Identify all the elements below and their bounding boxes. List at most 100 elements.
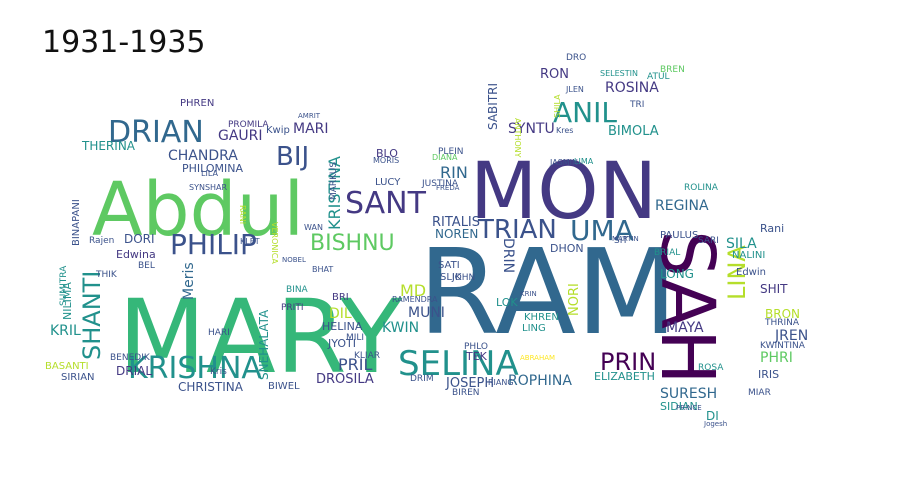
word-wan: WAN (304, 223, 323, 232)
word-synshar: SYNSHAR (189, 183, 228, 192)
word-ramendra: RAMENDRA (392, 295, 438, 304)
word-veronica: VERONICA (270, 222, 279, 264)
word-snehalata: SNEHALATA (257, 309, 271, 380)
word-bri: BRI (332, 292, 349, 303)
word-rani: Rani (760, 222, 784, 235)
word-md: MD (400, 281, 426, 300)
word-philip: PHILIP (170, 228, 257, 261)
word-nilima: NILIMA (61, 282, 74, 320)
word-nori: NORI (567, 283, 582, 316)
word-shit: SHIT (760, 282, 788, 296)
word-noren: NOREN (435, 227, 478, 241)
word-joseph: JOSEPH (445, 376, 494, 391)
word-gauri: GAURI (218, 128, 263, 144)
word-tri: TRI (629, 100, 644, 110)
word-justina: JUSTINA (421, 179, 459, 189)
word-dro: DRO (566, 53, 586, 63)
word-regina: REGINA (655, 198, 709, 214)
word-freda: FREDA (436, 184, 460, 192)
word-shanti: SHANTI (78, 271, 106, 360)
title: 1931-1935 (42, 25, 206, 60)
word-chandra: CHANDRA (168, 148, 238, 164)
word-hari: HARI (208, 328, 230, 338)
word-paulus: PAULUS (660, 230, 698, 241)
word-anthony: ANTHONY (513, 118, 522, 158)
word-rajen: Rajen (89, 236, 114, 246)
word-martin: MARTIN (612, 235, 639, 243)
word-ron: RON (540, 67, 569, 82)
word-bimola: BIMOLA (608, 124, 659, 139)
word-khren: KHREN (524, 312, 559, 323)
word-ling: LING (522, 323, 546, 334)
word-mary: MARY (118, 278, 403, 397)
word-drin: DRIN (500, 238, 516, 273)
word-phlo: PHLO (464, 342, 488, 352)
word-bren: BREN (660, 65, 685, 75)
word-prince: PRINCE (676, 404, 702, 412)
word-markus: MARKUS (329, 162, 339, 200)
word-mari: MARI (293, 121, 329, 137)
word-biwel: BIWEL (268, 381, 300, 392)
word-rosa: ROSA (698, 363, 724, 373)
word-bishnu: BISHNU (310, 231, 395, 256)
word-krishna: KRISHNA (128, 351, 262, 386)
word-rani: RANI (238, 205, 247, 224)
word-uma: UMA (570, 214, 634, 247)
word-riang: RIANG (488, 378, 514, 387)
word-atul: ATUL (647, 72, 670, 82)
word-sumitra: SUMITRA (59, 265, 69, 306)
word-blo: BLO (376, 147, 398, 160)
word-kristina: KRISTINA (325, 156, 344, 230)
word-jlen: JLEN (565, 85, 584, 94)
word-sirian: SIRIAN (61, 372, 95, 383)
word-thik: THIK (95, 270, 118, 280)
word-thrina: THRINA (764, 318, 800, 328)
word-rin: RIN (440, 163, 468, 182)
word-sidian: SIDIAN (660, 400, 698, 413)
word-klet: KLET (240, 237, 260, 246)
word-mili: MILI (346, 333, 364, 343)
word-phren: PHREN (180, 98, 214, 109)
word-elizabeth: ELIZABETH (594, 370, 655, 383)
word-kwin: KWIN (382, 320, 419, 336)
word-lok: LOK (496, 296, 518, 309)
word-kliar: KLIAR (354, 351, 380, 361)
word-bron: BRON (765, 307, 800, 321)
word-maya: MAYA (666, 320, 704, 336)
word-slik: SLIK (440, 272, 462, 283)
word-moris: MORIS (373, 156, 399, 165)
word-bij: BIJ (276, 142, 309, 172)
word-nalini: NALINI (732, 250, 765, 261)
word-amrit: AMRIT (298, 112, 321, 120)
word-kres: Kres (556, 126, 573, 135)
word-bhat: BHAT (312, 265, 333, 274)
word-mon: MON (470, 147, 657, 237)
word-jyoti: JYOTI (327, 337, 356, 350)
word-dori: DORI (124, 232, 155, 246)
word-john: JOHN (451, 273, 475, 283)
word-muni: MUNI (408, 305, 445, 321)
word-bel: BEL (138, 261, 155, 271)
word-drosila: DROSILA (316, 372, 374, 387)
word-drial: DRIAL (116, 364, 152, 378)
word-rophina: ROPHINA (508, 373, 572, 389)
word-anil: ANIL (553, 96, 617, 129)
word-sati: SATI (438, 260, 460, 271)
word-benedik: BENEDIK (110, 353, 151, 363)
word-rolina: ROLINA (684, 183, 719, 193)
word-di: DI (706, 409, 719, 423)
word-long: LONG (660, 267, 694, 281)
word-sit: SIT (614, 236, 628, 246)
word-sah: SAH (644, 230, 730, 385)
word-iris: IRIS (758, 368, 779, 381)
word-krin: KRIN (520, 290, 537, 298)
word-abdul: Abdul (92, 167, 304, 253)
word-binapani: BINAPANI (71, 199, 82, 246)
word-priti: PRITI (281, 303, 304, 313)
word-pril: PRIL (338, 355, 372, 374)
word-rosina: ROSINA (605, 80, 659, 96)
word-trian: TRIAN (477, 215, 557, 245)
word-lina: LINA (723, 245, 751, 300)
word-kwintina: KWINTINA (760, 341, 806, 351)
